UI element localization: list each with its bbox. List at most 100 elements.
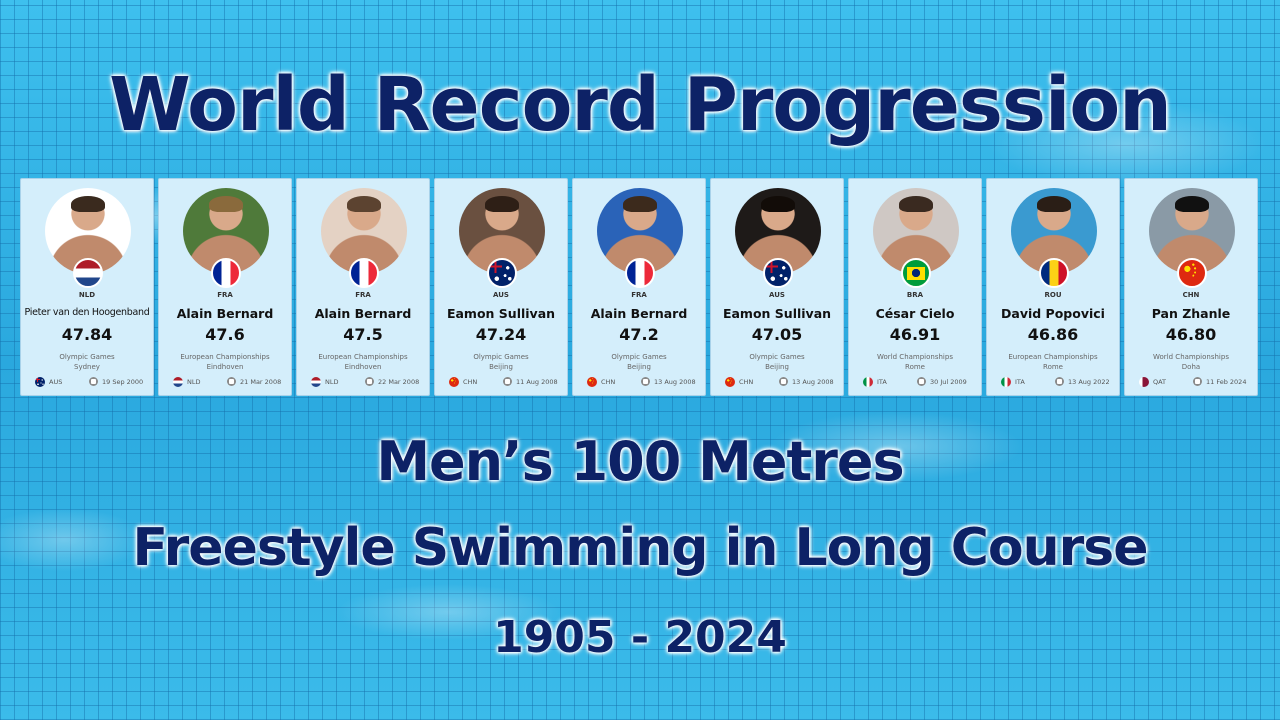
page-title: World Record Progression <box>109 62 1172 148</box>
calendar-icon <box>1193 377 1202 386</box>
venue-country: AUS <box>35 377 62 387</box>
record-time: 47.24 <box>475 325 527 344</box>
competition-name: Olympic Games <box>611 353 667 361</box>
venue-flag-icon <box>863 377 873 387</box>
country-code: FRA <box>631 291 647 299</box>
country-flag-icon <box>1177 258 1207 288</box>
competition-city: Rome <box>1043 363 1063 371</box>
venue-country: ITA <box>863 377 887 387</box>
country-code: BRA <box>906 291 924 299</box>
venue-country: QAT <box>1139 377 1166 387</box>
country-code: CHN <box>1182 291 1200 299</box>
swimmer-name: Eamon Sullivan <box>446 306 556 321</box>
calendar-icon <box>917 377 926 386</box>
venue-code: AUS <box>49 378 63 386</box>
record-date: 11 Feb 2024 <box>1193 377 1246 386</box>
country-flag-icon <box>1039 258 1069 288</box>
country-flag-icon <box>625 258 655 288</box>
venue-code: NLD <box>187 378 201 386</box>
calendar-icon <box>1055 377 1064 386</box>
date-text: 13 Aug 2022 <box>1068 377 1110 386</box>
venue-country: NLD <box>311 377 339 387</box>
record-card: FRA Alain Bernard 47.6 European Championshi… <box>158 178 292 396</box>
record-date: 13 Aug 2008 <box>779 377 834 386</box>
venue-code: ITA <box>877 378 887 386</box>
competition-name: Olympic Games <box>473 353 529 361</box>
date-text: 11 Feb 2024 <box>1206 377 1247 386</box>
date-text: 22 Mar 2008 <box>378 377 420 386</box>
year-range: 1905 - 2024 <box>493 612 787 663</box>
event-subtitle: Freestyle Swimming in Long Course <box>132 518 1148 578</box>
venue-code: QAT <box>1153 378 1167 386</box>
swimmer-name: Alain Bernard <box>590 306 688 321</box>
competition-name: World Championships <box>877 353 953 361</box>
record-time: 47.6 <box>205 325 245 344</box>
calendar-icon <box>779 377 788 386</box>
record-time: 47.2 <box>619 325 659 344</box>
country-flag-icon <box>349 258 379 288</box>
record-time: 46.80 <box>1165 325 1217 344</box>
competition-city: Beijing <box>489 363 513 371</box>
country-flag-icon <box>211 258 241 288</box>
record-card: FRA Alain Bernard 47.5 European Championshi… <box>296 178 430 396</box>
venue-code: CHN <box>463 378 478 386</box>
venue-flag-icon <box>449 377 459 387</box>
competition-name: European Championships <box>318 353 408 361</box>
venue-flag-icon <box>1001 377 1011 387</box>
date-text: 11 Aug 2008 <box>516 377 558 386</box>
competition-city: Sydney <box>74 363 100 371</box>
record-date: 11 Aug 2008 <box>503 377 558 386</box>
country-code: NLD <box>78 291 96 299</box>
country-code: AUS <box>769 291 785 299</box>
country-flag-icon <box>73 258 103 288</box>
record-card: CHN Pan Zhanle 46.80 World Championships Doh… <box>1124 178 1258 396</box>
record-card: ROU David Popovici 46.86 European Champions… <box>986 178 1120 396</box>
country-code: FRA <box>217 291 233 299</box>
date-text: 30 Jul 2009 <box>930 377 967 386</box>
calendar-icon <box>365 377 374 386</box>
competition-name: World Championships <box>1153 353 1229 361</box>
swimmer-name: Pieter van den Hoogenband <box>24 307 150 318</box>
calendar-icon <box>503 377 512 386</box>
calendar-icon <box>89 377 98 386</box>
record-date: 13 Aug 2008 <box>641 377 696 386</box>
date-text: 19 Sep 2000 <box>102 377 144 386</box>
calendar-icon <box>227 377 236 386</box>
record-time: 46.86 <box>1027 325 1079 344</box>
country-code: FRA <box>355 291 371 299</box>
country-flag-icon <box>763 258 793 288</box>
swimmer-name: Eamon Sullivan <box>722 306 832 321</box>
record-time: 46.91 <box>889 325 941 344</box>
swimmer-name: César Cielo <box>875 306 955 321</box>
record-date: 21 Mar 2008 <box>227 377 281 386</box>
record-cards: NLD Pieter van den Hoogenband 47.84 Olympic… <box>20 178 1260 398</box>
venue-country: CHN <box>587 377 615 387</box>
venue-flag-icon <box>1139 377 1149 387</box>
record-card: NLD Pieter van den Hoogenband 47.84 Olympic… <box>20 178 154 396</box>
venue-flag-icon <box>311 377 321 387</box>
swimmer-name: Pan Zhanle <box>1151 306 1231 321</box>
swimmer-photo <box>45 188 131 274</box>
competition-city: Rome <box>905 363 925 371</box>
competition-city: Doha <box>1181 363 1201 371</box>
venue-code: CHN <box>601 378 616 386</box>
calendar-icon <box>641 377 650 386</box>
swimmer-name: Alain Bernard <box>314 306 412 321</box>
record-card: FRA Alain Bernard 47.2 Olympic Games Beijing… <box>572 178 706 396</box>
venue-flag-icon <box>173 377 183 387</box>
record-date: 22 Mar 2008 <box>365 377 419 386</box>
venue-code: NLD <box>325 378 339 386</box>
country-code: AUS <box>493 291 509 299</box>
venue-country: NLD <box>173 377 201 387</box>
competition-name: European Championships <box>180 353 270 361</box>
country-code: ROU <box>1044 291 1062 299</box>
venue-code: ITA <box>1015 378 1025 386</box>
record-time: 47.05 <box>751 325 803 344</box>
competition-city: Eindhoven <box>344 363 382 371</box>
competition-name: Olympic Games <box>59 353 115 361</box>
record-time: 47.84 <box>61 325 113 344</box>
competition-name: European Championships <box>1008 353 1098 361</box>
swimmer-name: Alain Bernard <box>176 306 274 321</box>
competition-name: Olympic Games <box>749 353 805 361</box>
venue-flag-icon <box>725 377 735 387</box>
